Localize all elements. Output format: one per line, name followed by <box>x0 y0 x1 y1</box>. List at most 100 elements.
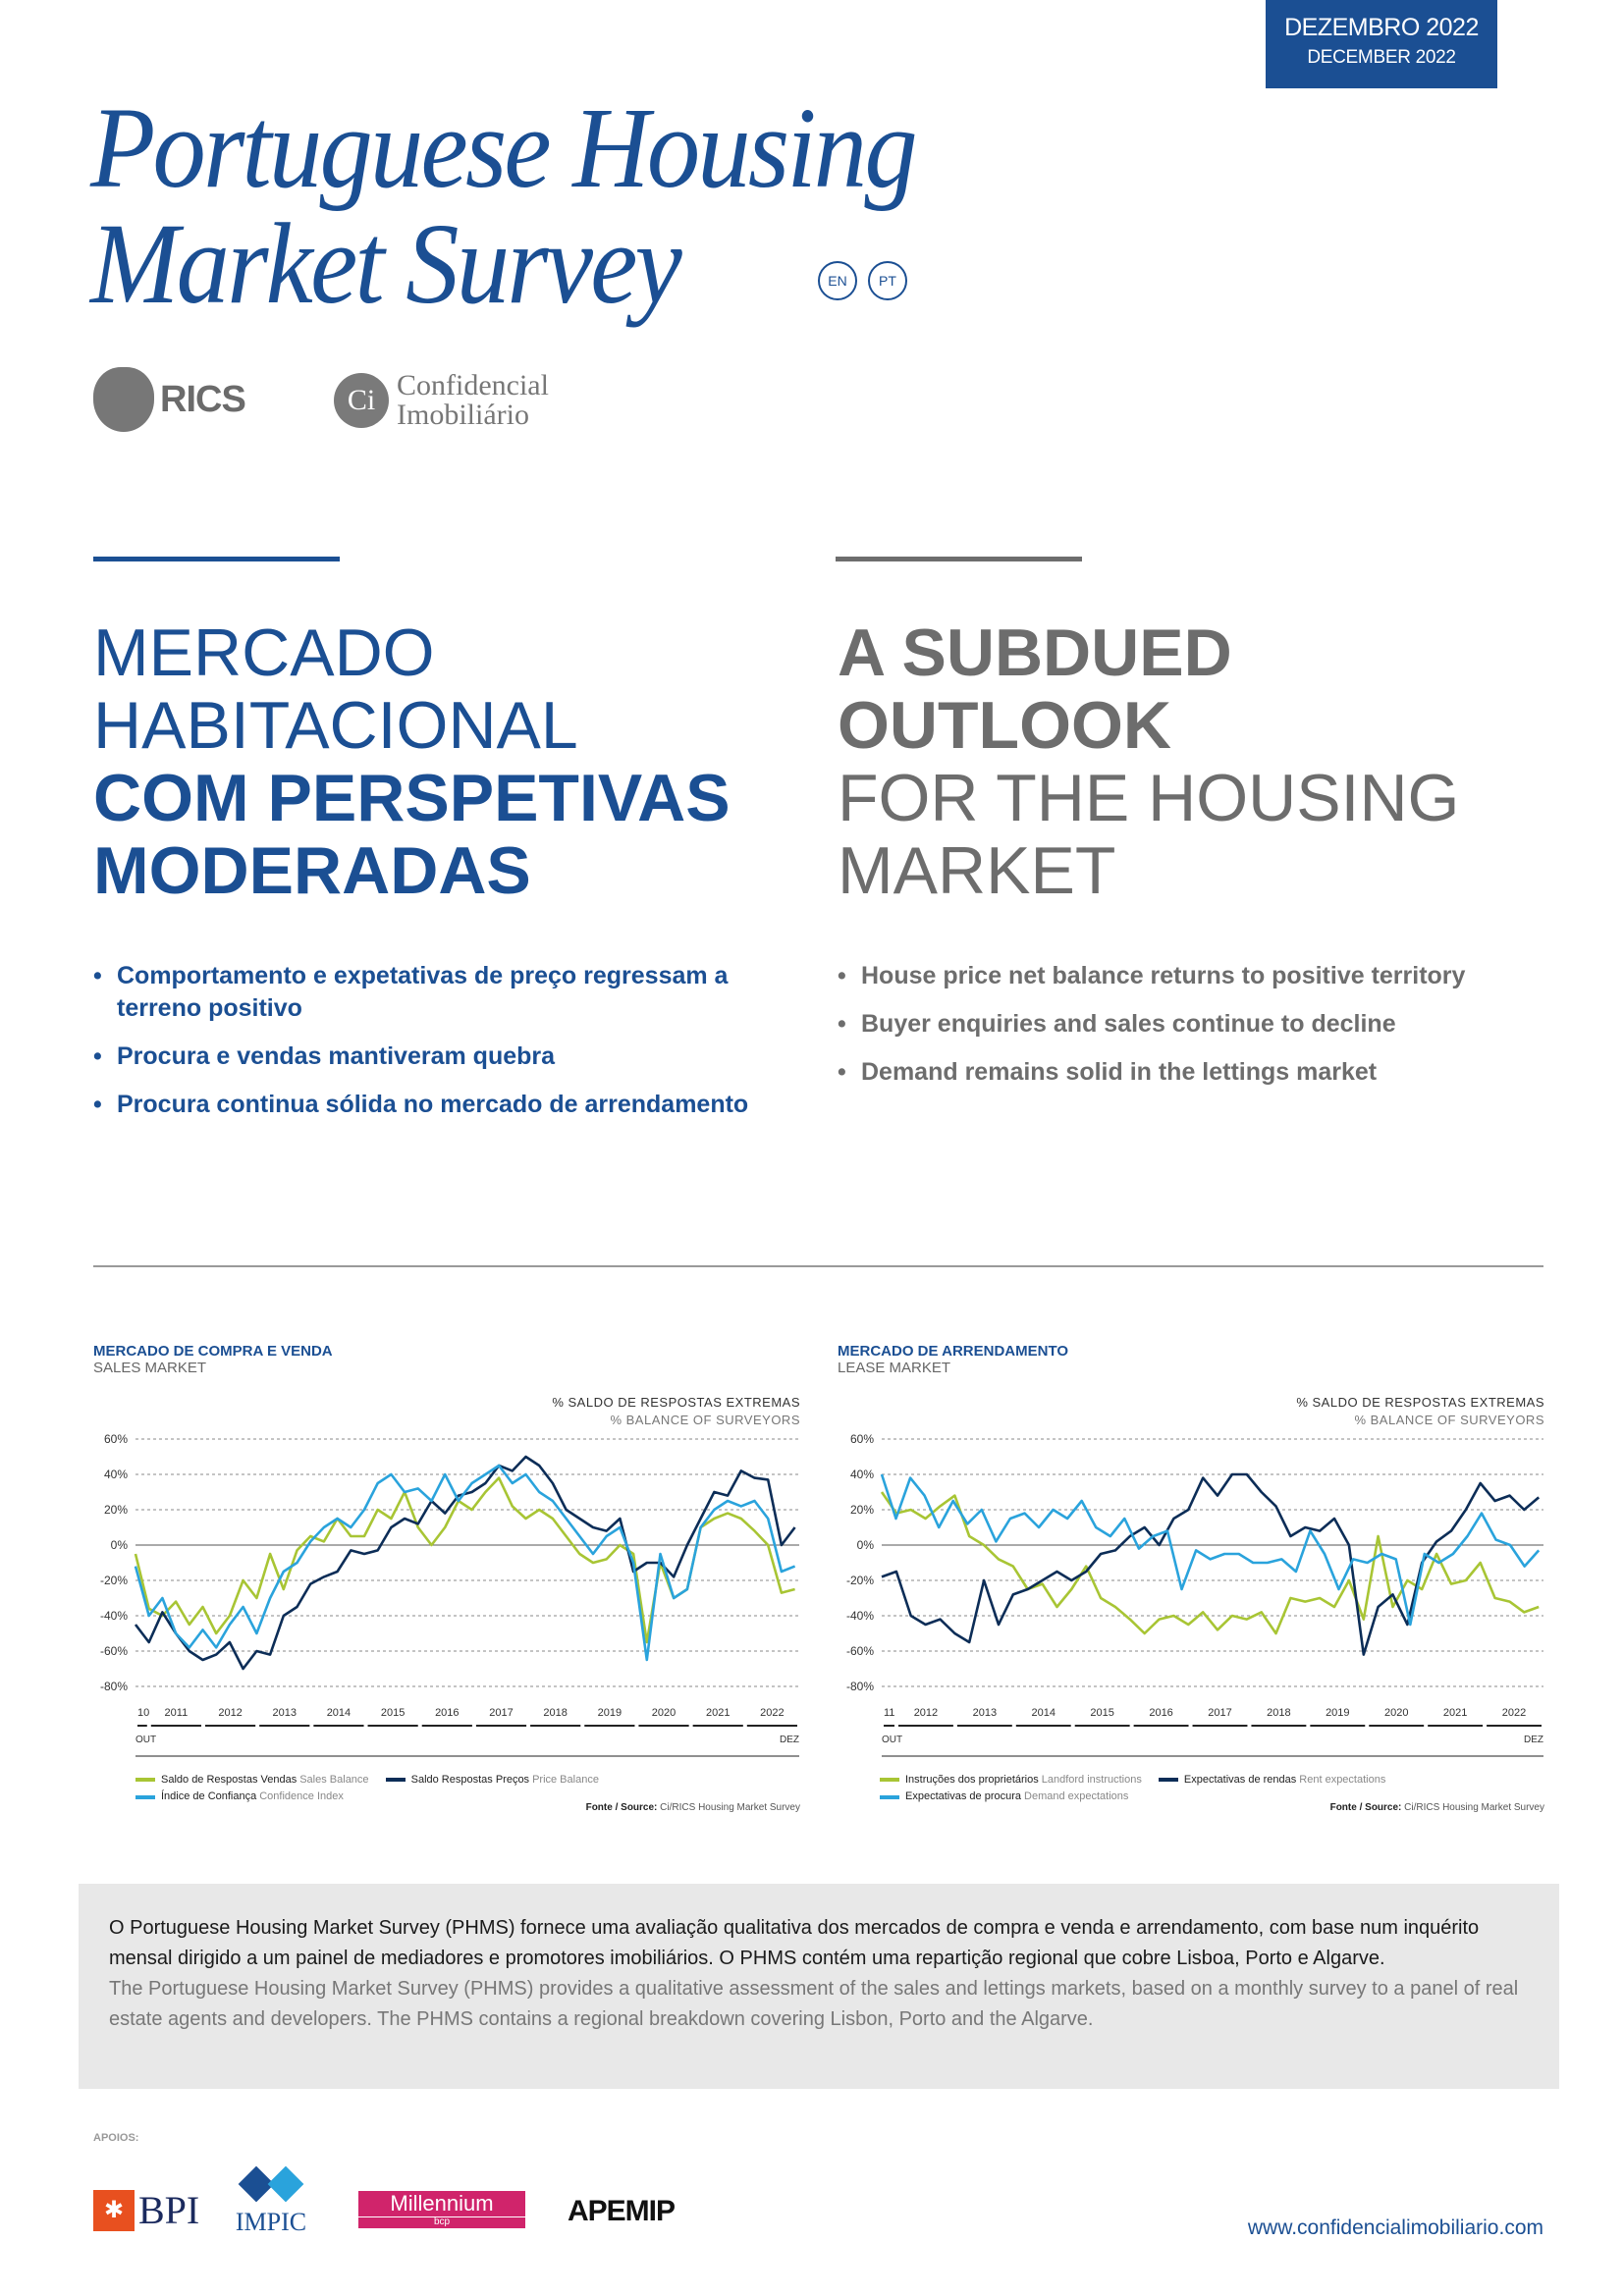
year-label: 2017 <box>489 1707 513 1719</box>
headline-pt-line: MODERADAS <box>93 833 531 908</box>
year-label: 2020 <box>652 1707 676 1719</box>
legend-label: Saldo de Respostas Vendas <box>161 1773 298 1786</box>
millennium-sub: bcp <box>358 2216 525 2227</box>
sponsors-label: APOIOS: <box>93 2132 139 2144</box>
legend-swatch <box>880 1778 899 1782</box>
y-tick-label: 0% <box>857 1538 875 1552</box>
year-label: 2013 <box>273 1707 297 1719</box>
end-label: DEZ <box>1524 1735 1543 1745</box>
legend-label: Índice de Confiança <box>161 1790 257 1802</box>
year-label: 11 <box>884 1707 894 1719</box>
about-text-en: The Portuguese Housing Market Survey (PH… <box>109 1978 1519 2030</box>
y-tick-label: -20% <box>100 1574 128 1587</box>
source-label: Fonte / Source: <box>585 1802 658 1813</box>
divider-en <box>836 557 1082 561</box>
y-tick-label: 40% <box>104 1468 128 1481</box>
legend-item: Saldo Respostas Preços Price Balance <box>385 1772 599 1789</box>
year-label: 2022 <box>760 1707 784 1719</box>
chart-legend: Instruções dos proprietários Landford ins… <box>880 1771 1399 1805</box>
y-tick-label: -80% <box>100 1680 128 1693</box>
headline-en-line: A SUBDUED <box>838 615 1232 690</box>
y-tick-label: -40% <box>846 1609 874 1623</box>
year-label: 2014 <box>1032 1707 1056 1719</box>
y-tick-label: -60% <box>100 1644 128 1658</box>
legend-label-en: Demand expectations <box>1024 1790 1129 1802</box>
bullet-item: Procura continua sólida no mercado de ar… <box>93 1089 810 1121</box>
legend-item: Instruções dos proprietários Landford ins… <box>880 1772 1142 1789</box>
lang-en-button[interactable]: EN <box>818 261 857 300</box>
chart-source: Fonte / Source: Ci/RICS Housing Market S… <box>586 1802 800 1813</box>
legend-label-en: Sales Balance <box>299 1773 369 1786</box>
website-link[interactable]: www.confidencialimobiliario.com <box>1247 2216 1543 2239</box>
date-pt: DEZEMBRO 2022 <box>1284 14 1479 41</box>
year-label: 2012 <box>914 1707 938 1719</box>
y-tick-label: 60% <box>104 1432 128 1446</box>
source-label: Fonte / Source: <box>1329 1802 1402 1813</box>
bullets-pt: Comportamento e expetativas de preço reg… <box>93 960 810 1137</box>
year-label: 2015 <box>1090 1707 1113 1719</box>
chart-source: Fonte / Source: Ci/RICS Housing Market S… <box>1330 1802 1544 1813</box>
end-label: DEZ <box>780 1735 799 1745</box>
legend-swatch <box>135 1794 155 1799</box>
legend-item: Saldo de Respostas Vendas Sales Balance <box>135 1772 369 1789</box>
legend-label: Expectativas de procura <box>905 1790 1022 1802</box>
rics-wordmark: RICS <box>160 378 246 420</box>
bpi-wordmark: BPI <box>138 2188 200 2232</box>
y-tick-label: 20% <box>104 1503 128 1517</box>
headline-en: A SUBDUED OUTLOOK FOR THE HOUSING MARKET <box>838 616 1459 907</box>
legend-label-en: Landford instructions <box>1041 1773 1142 1786</box>
about-text-pt: O Portuguese Housing Market Survey (PHMS… <box>109 1917 1480 1969</box>
y-tick-label: -40% <box>100 1609 128 1623</box>
year-label: 2019 <box>1326 1707 1349 1719</box>
chart-plot: 60% 40% 20% 0% -20% -40% -60% -80% 10 2011 2012 201… <box>100 1432 799 1757</box>
headline-en-line: OUTLOOK <box>838 688 1171 763</box>
lease-market-chart: MERCADO DE ARRENDAMENTO LEASE MARKET % S… <box>838 1343 1544 1824</box>
bullet-item: House price net balance returns to posit… <box>838 960 1505 992</box>
start-label: OUT <box>882 1735 902 1745</box>
legend-swatch <box>135 1778 155 1782</box>
date-en: DECEMBER 2022 <box>1307 47 1456 68</box>
year-label: 2018 <box>543 1707 567 1719</box>
legend-swatch <box>385 1778 406 1782</box>
about-box: O Portuguese Housing Market Survey (PHMS… <box>79 1884 1559 2089</box>
year-label: 2015 <box>381 1707 405 1719</box>
y-tick-label: -80% <box>846 1680 874 1693</box>
year-label: 2017 <box>1208 1707 1231 1719</box>
lang-pt-button[interactable]: PT <box>868 261 907 300</box>
ci-line-1: Confidencial <box>397 369 549 401</box>
legend-label: Expectativas de rendas <box>1183 1773 1297 1786</box>
sales-market-chart: MERCADO DE COMPRA E VENDA SALES MARKET %… <box>93 1343 800 1824</box>
year-label: 2012 <box>218 1707 242 1719</box>
year-label: 2014 <box>327 1707 351 1719</box>
source-text: Ci/RICS Housing Market Survey <box>660 1802 800 1813</box>
series-line-landford-instructions <box>880 1491 1540 1635</box>
headline-pt-line: MERCADO <box>93 615 435 690</box>
chart-subtitle: LEASE MARKET <box>838 1360 951 1376</box>
source-text: Ci/RICS Housing Market Survey <box>1404 1802 1544 1813</box>
year-label: 2013 <box>973 1707 997 1719</box>
y-tick-label: 20% <box>850 1503 874 1517</box>
title-line-2: Market Survey <box>90 199 682 328</box>
ci-mark-icon: Ci <box>334 373 389 428</box>
ci-line-2: Imobiliário <box>397 399 529 431</box>
impic-logo: IMPIC <box>229 2165 313 2237</box>
year-label: 2022 <box>1502 1707 1526 1719</box>
chart-subtitle: SALES MARKET <box>93 1360 207 1376</box>
star-icon: ✱ <box>93 2189 135 2231</box>
bullet-item: Procura e vendas mantiveram quebra <box>93 1041 810 1073</box>
start-label: OUT <box>135 1735 156 1745</box>
millennium-wordmark: Millennium <box>390 2191 494 2216</box>
unit-label-pt: % SALDO DE RESPOSTAS EXTREMAS <box>1296 1395 1544 1410</box>
bullet-item: Buyer enquiries and sales continue to de… <box>838 1008 1505 1041</box>
y-tick-label: 60% <box>850 1432 874 1446</box>
year-label: 2018 <box>1267 1707 1290 1719</box>
legend-label-en: Price Balance <box>532 1773 599 1786</box>
legend-label-en: Confidence Index <box>259 1790 344 1802</box>
chart-title: MERCADO DE COMPRA E VENDA <box>93 1343 333 1360</box>
millennium-logo: Millennium bcp <box>358 2191 525 2228</box>
y-tick-label: 0% <box>111 1538 129 1552</box>
legend-item: Expectativas de rendas Rent expectations <box>1158 1772 1385 1789</box>
divider-pt <box>93 557 340 561</box>
unit-label-en: % BALANCE OF SURVEYORS <box>610 1413 800 1427</box>
year-label: 2019 <box>598 1707 622 1719</box>
